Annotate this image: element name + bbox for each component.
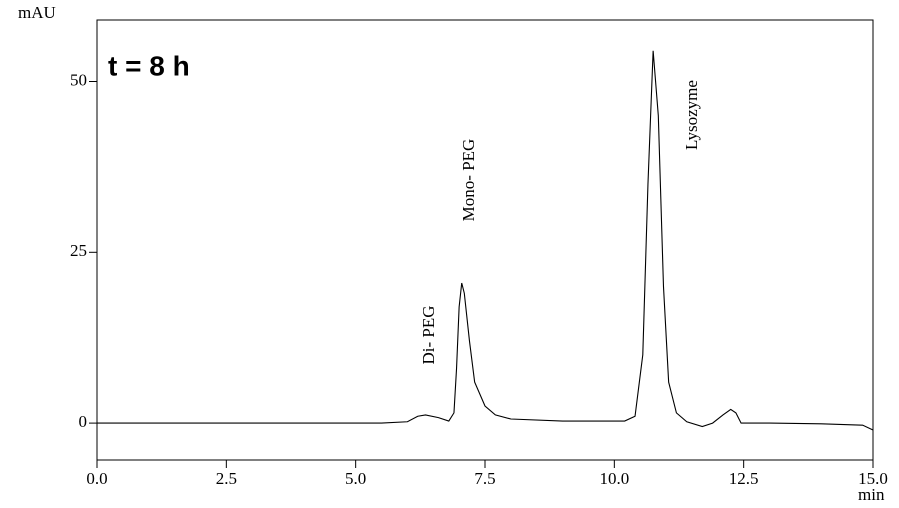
x-tick-label: 7.5 bbox=[474, 469, 495, 488]
peak-annotation: Mono- PEG bbox=[459, 139, 478, 222]
y-tick-label: 50 bbox=[70, 70, 87, 89]
x-tick-label: 12.5 bbox=[729, 469, 759, 488]
x-tick-label: 5.0 bbox=[345, 469, 366, 488]
chromatogram-line bbox=[97, 50, 874, 431]
peak-annotation: Di- PEG bbox=[419, 305, 438, 364]
chart-title: t = 8 h bbox=[108, 50, 190, 81]
y-tick-label: 0 bbox=[79, 412, 88, 431]
peak-annotation: Lysozyme bbox=[682, 80, 701, 150]
x-axis-label: min bbox=[858, 485, 885, 504]
y-tick-label: 25 bbox=[70, 241, 87, 260]
x-tick-label: 0.0 bbox=[86, 469, 107, 488]
x-tick-label: 15.0 bbox=[858, 469, 888, 488]
x-tick-label: 10.0 bbox=[599, 469, 629, 488]
y-axis-label: mAU bbox=[18, 3, 56, 22]
x-tick-label: 2.5 bbox=[216, 469, 237, 488]
plot-frame bbox=[96, 19, 874, 461]
